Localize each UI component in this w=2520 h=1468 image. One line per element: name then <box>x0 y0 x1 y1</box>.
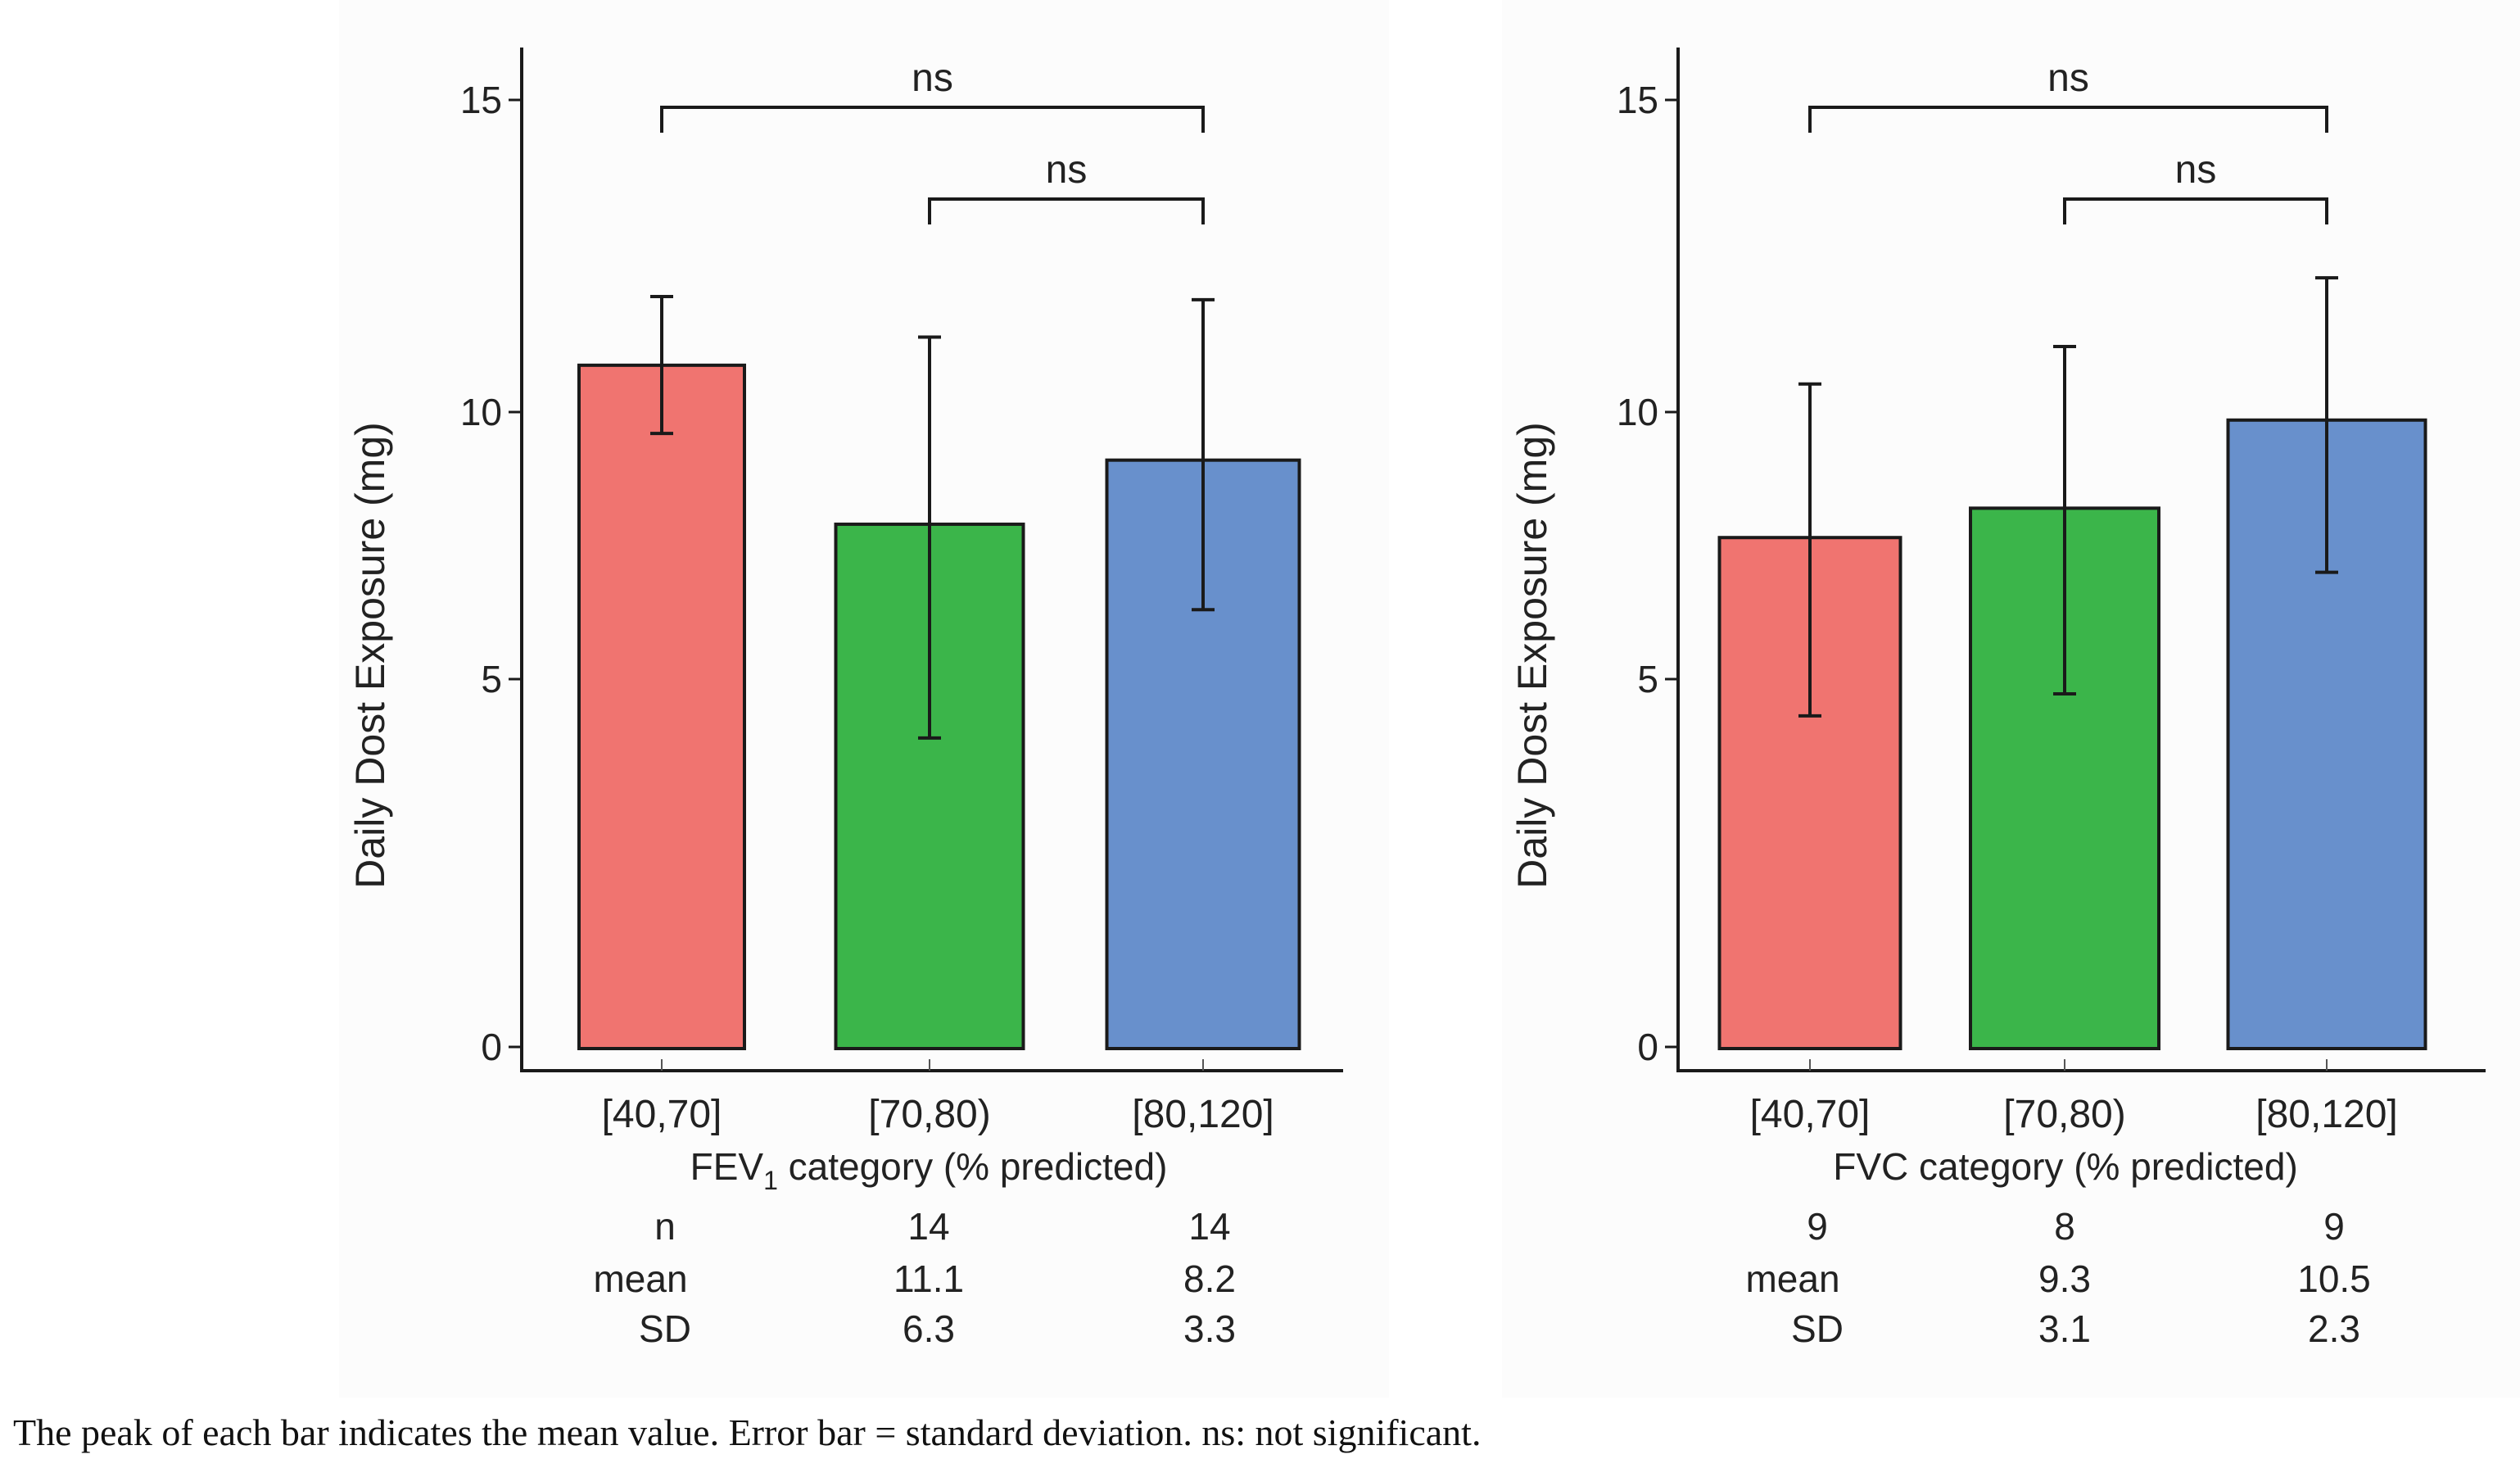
bar-green <box>834 522 1025 1050</box>
y-tick-label: 0 <box>481 1026 502 1068</box>
stats-cell: 10.5 <box>2297 1257 2371 1300</box>
x-tick-label: [70,80) <box>868 1093 990 1136</box>
significance-label: ns <box>912 57 953 100</box>
significance-label: ns <box>2175 148 2217 192</box>
stats-cell: 6.3 <box>903 1307 955 1350</box>
y-tick-label: 15 <box>1617 79 1658 121</box>
y-tick-label: 15 <box>460 79 502 121</box>
significance-label: ns <box>1046 148 1088 192</box>
stats-cell: 8.2 <box>1183 1257 1236 1300</box>
fev1-chart: 0 5 10 15 Daily Dost Exposure (mg) [40,70] [70… <box>347 48 1343 1350</box>
y-tick-label: 0 <box>1637 1026 1658 1068</box>
stats-cell: 11.1 <box>894 1257 964 1300</box>
stats-cell: 9 <box>2323 1205 2345 1248</box>
stats-row-label: SD <box>1791 1307 1844 1350</box>
y-axis-title: Daily Dost Exposure (mg) <box>347 422 393 889</box>
x-tick-label: [40,70] <box>602 1093 722 1136</box>
stats-row-label: SD <box>639 1307 691 1350</box>
stats-cell: 14 <box>1188 1205 1230 1248</box>
stats-cell: 9 <box>1807 1205 1828 1248</box>
stats-cell: 8 <box>2054 1205 2075 1248</box>
x-axis-title: FEV1 category (% predicted) <box>690 1145 1168 1195</box>
stats-row-label: mean <box>593 1257 687 1300</box>
y-tick-label: 10 <box>1617 391 1658 433</box>
stats-cell: 3.3 <box>1183 1307 1236 1350</box>
significance-bracket <box>2063 197 2328 224</box>
stats-cell: 14 <box>907 1205 949 1248</box>
x-tick-label: [80,120] <box>2255 1093 2397 1136</box>
stats-cell: 2.3 <box>2308 1307 2360 1350</box>
x-tick-label: [80,120] <box>1132 1093 1274 1136</box>
x-tick-label: [40,70] <box>1750 1093 1871 1136</box>
figure-caption: The peak of each bar indicates the mean … <box>13 1411 1482 1453</box>
significance-label: ns <box>2047 57 2089 100</box>
x-tick-label: [70,80) <box>2003 1093 2125 1136</box>
bar-red <box>577 363 746 1051</box>
significance-bracket <box>928 197 1205 224</box>
stats-cell: 9.3 <box>2038 1257 2091 1300</box>
y-tick-label: 5 <box>481 658 502 700</box>
significance-bracket <box>660 106 1205 133</box>
stats-row-label: mean <box>1745 1257 1839 1300</box>
y-tick-label: 5 <box>1637 658 1658 700</box>
y-tick-label: 10 <box>460 391 502 433</box>
x-axis-title: FVC category (% predicted) <box>1833 1145 2298 1188</box>
stats-cell: 3.1 <box>2038 1307 2091 1350</box>
significance-bracket <box>1808 106 2328 133</box>
y-axis-title: Daily Dost Exposure (mg) <box>1509 422 1555 889</box>
fvc-chart: 0 5 10 15 Daily Dost Exposure (mg) [40,70] [70… <box>1509 48 2486 1350</box>
stats-row-label: n <box>654 1205 676 1248</box>
